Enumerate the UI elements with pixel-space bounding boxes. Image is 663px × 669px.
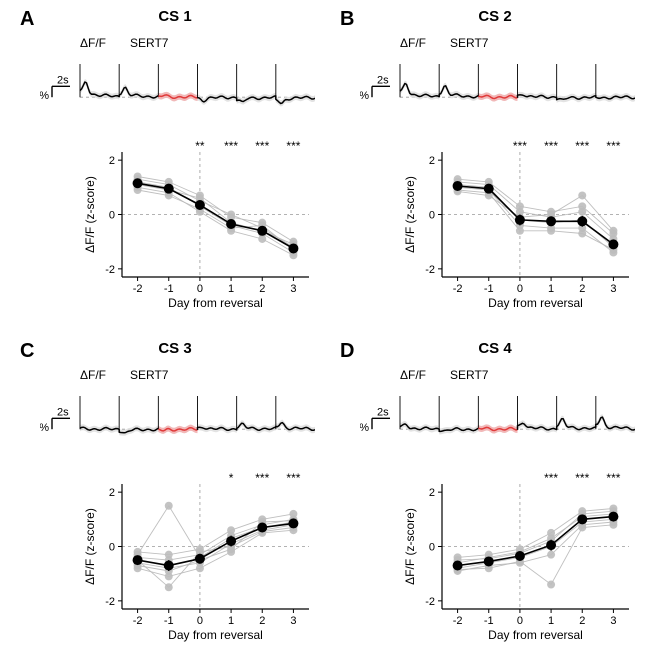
scatter-svg-C: -2 0 2 -2 -1 0 1 2 3 ΔF/F (z-score) Day from rever… <box>80 468 315 643</box>
svg-text:-2: -2 <box>133 283 143 295</box>
scatter-svg-A: -2 0 2 -2 -1 0 1 2 3 ΔF/F (z-score) Day from rever… <box>80 136 315 311</box>
significance-marker: *** <box>255 139 269 153</box>
sert-label: SERT7 <box>450 36 488 50</box>
x-axis-label: Day from reversal <box>488 628 583 642</box>
figure-root: ACS 1ΔF/FSERT72s2.5%-202-2-10123ΔF/F (z-… <box>0 0 663 669</box>
scale-pct-label: 2.5% <box>360 90 369 102</box>
sert-label: SERT7 <box>130 36 168 50</box>
svg-text:0: 0 <box>109 210 115 222</box>
sert-label: SERT7 <box>130 368 168 382</box>
svg-text:2: 2 <box>429 487 435 499</box>
svg-text:1: 1 <box>228 615 234 627</box>
y-axis-label: ΔF/F (z-score) <box>83 508 97 585</box>
svg-text:2: 2 <box>109 487 115 499</box>
significance-marker: *** <box>286 471 300 485</box>
x-axis-label: Day from reversal <box>168 296 263 310</box>
svg-text:1: 1 <box>548 283 554 295</box>
svg-text:2: 2 <box>579 615 585 627</box>
svg-text:3: 3 <box>610 283 616 295</box>
svg-text:3: 3 <box>290 615 296 627</box>
dff-label: ΔF/F <box>400 36 426 50</box>
scale-pct-label: 2.5% <box>40 422 49 434</box>
svg-text:0: 0 <box>517 283 523 295</box>
sert-label: SERT7 <box>450 368 488 382</box>
trace-svg-B: 2s 2.5% <box>360 51 635 129</box>
panel-title-D: CS 4 <box>350 340 640 357</box>
svg-text:3: 3 <box>290 283 296 295</box>
svg-text:0: 0 <box>109 542 115 554</box>
svg-text:0: 0 <box>429 542 435 554</box>
panel-D: DCS 4ΔF/FSERT72s2.5%-202-2-10123ΔF/F (z-… <box>350 340 640 660</box>
significance-marker: ** <box>195 139 205 153</box>
panel-A: ACS 1ΔF/FSERT72s2.5%-202-2-10123ΔF/F (z-… <box>30 8 320 328</box>
y-axis-label: ΔF/F (z-score) <box>83 176 97 253</box>
svg-text:3: 3 <box>610 615 616 627</box>
scatter-svg-B: -2 0 2 -2 -1 0 1 2 3 ΔF/F (z-score) Day from rever… <box>400 136 635 311</box>
svg-text:-2: -2 <box>105 596 115 608</box>
svg-text:-2: -2 <box>105 264 115 276</box>
svg-text:2: 2 <box>109 155 115 167</box>
scale-pct-label: 2.5% <box>40 90 49 102</box>
svg-text:0: 0 <box>197 283 203 295</box>
trace-svg-A: 2s 2.5% <box>40 51 315 129</box>
scale-time-label: 2s <box>57 406 69 418</box>
significance-marker: *** <box>606 471 620 485</box>
significance-marker: *** <box>606 139 620 153</box>
svg-text:1: 1 <box>228 283 234 295</box>
scatter-svg-D: -2 0 2 -2 -1 0 1 2 3 ΔF/F (z-score) Day from rever… <box>400 468 635 643</box>
svg-text:-2: -2 <box>133 615 143 627</box>
significance-marker: *** <box>575 139 589 153</box>
significance-marker: *** <box>544 471 558 485</box>
svg-text:2: 2 <box>579 283 585 295</box>
scale-pct-label: 2.5% <box>360 422 369 434</box>
dff-label: ΔF/F <box>80 368 106 382</box>
svg-text:-2: -2 <box>453 615 463 627</box>
y-axis-label: ΔF/F (z-score) <box>403 508 417 585</box>
trace-svg-C: 2s 2.5% <box>40 383 315 461</box>
svg-text:0: 0 <box>197 615 203 627</box>
svg-text:-2: -2 <box>425 264 435 276</box>
svg-text:2: 2 <box>259 283 265 295</box>
svg-text:-1: -1 <box>484 283 494 295</box>
dff-label: ΔF/F <box>400 368 426 382</box>
significance-marker: *** <box>513 139 527 153</box>
svg-text:2: 2 <box>429 155 435 167</box>
svg-text:0: 0 <box>517 615 523 627</box>
panel-B: BCS 2ΔF/FSERT72s2.5%-202-2-10123ΔF/F (z-… <box>350 8 640 328</box>
panel-title-A: CS 1 <box>30 8 320 25</box>
svg-text:-1: -1 <box>164 283 174 295</box>
svg-text:0: 0 <box>429 210 435 222</box>
significance-marker: *** <box>286 139 300 153</box>
svg-text:-1: -1 <box>164 615 174 627</box>
x-axis-label: Day from reversal <box>168 628 263 642</box>
svg-text:-1: -1 <box>484 615 494 627</box>
trace-svg-D: 2s 2.5% <box>360 383 635 461</box>
dff-label: ΔF/F <box>80 36 106 50</box>
x-axis-label: Day from reversal <box>488 296 583 310</box>
svg-text:-2: -2 <box>425 596 435 608</box>
significance-marker: *** <box>544 139 558 153</box>
significance-marker: *** <box>224 139 238 153</box>
panel-C: CCS 3ΔF/FSERT72s2.5%-202-2-10123ΔF/F (z-… <box>30 340 320 660</box>
y-axis-label: ΔF/F (z-score) <box>403 176 417 253</box>
significance-marker: *** <box>575 471 589 485</box>
significance-marker: *** <box>255 471 269 485</box>
scale-time-label: 2s <box>57 74 69 86</box>
svg-text:-2: -2 <box>453 283 463 295</box>
panel-title-B: CS 2 <box>350 8 640 25</box>
svg-text:2: 2 <box>259 615 265 627</box>
panel-title-C: CS 3 <box>30 340 320 357</box>
scale-time-label: 2s <box>377 406 389 418</box>
significance-marker: * <box>229 471 234 485</box>
scale-time-label: 2s <box>377 74 389 86</box>
svg-text:1: 1 <box>548 615 554 627</box>
